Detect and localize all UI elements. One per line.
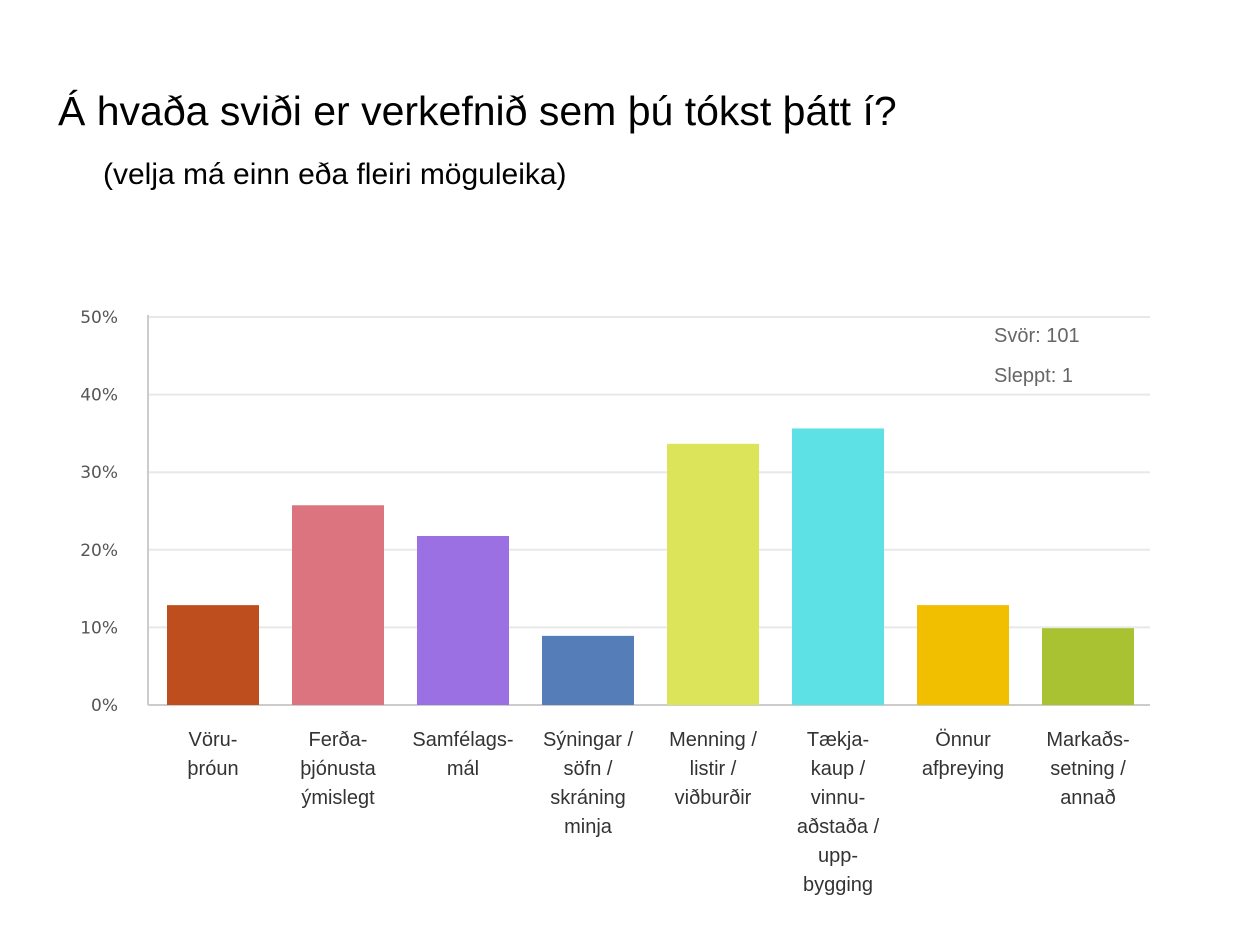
- x-tick-label: setning /: [1050, 758, 1126, 780]
- x-tick-label: Önnur: [935, 729, 991, 751]
- x-tick-label: Vöru-: [189, 729, 238, 751]
- bar: [1042, 628, 1134, 705]
- x-tick-label: minja: [564, 816, 613, 838]
- y-tick-label: 0%: [91, 696, 118, 716]
- x-tick-label: skráning: [550, 787, 626, 809]
- x-tick-label: þjónusta: [300, 758, 376, 780]
- x-tick-label: Markaðs-: [1046, 729, 1129, 751]
- x-tick-label: listir /: [690, 758, 737, 780]
- bar: [542, 635, 634, 705]
- bar: [792, 428, 884, 705]
- x-tick-label: vinnu-: [811, 787, 865, 809]
- bar: [167, 605, 259, 705]
- x-tick-label: kaup /: [811, 758, 866, 780]
- x-tick-label: ýmislegt: [301, 787, 375, 809]
- chart-title: Á hvaða sviði er verkefnið sem þú tókst …: [58, 88, 897, 134]
- x-tick-label: mál: [447, 758, 479, 780]
- responses-count: Svör: 101: [994, 325, 1080, 347]
- x-tick-label: Samfélags-: [412, 729, 513, 751]
- bar: [917, 605, 1009, 705]
- x-tick-label: annað: [1060, 787, 1116, 809]
- skipped-count: Sleppt: 1: [994, 365, 1073, 387]
- x-tick-label: Ferða-: [309, 729, 368, 751]
- x-tick-label: Tækja-: [807, 729, 869, 751]
- bar: [417, 535, 509, 705]
- x-tick-label: upp-: [818, 845, 858, 867]
- bar: [667, 443, 759, 705]
- x-tick-label: afþreying: [922, 758, 1004, 780]
- bar: [292, 505, 384, 705]
- x-tick-label: Sýningar /: [543, 729, 633, 751]
- y-tick-label: 40%: [80, 386, 118, 406]
- y-tick-label: 50%: [80, 308, 118, 328]
- x-tick-label: viðburðir: [675, 787, 752, 809]
- y-tick-label: 10%: [80, 618, 118, 638]
- x-tick-label: þróun: [187, 758, 238, 780]
- y-tick-label: 20%: [80, 541, 118, 561]
- x-tick-label: bygging: [803, 874, 873, 896]
- y-tick-label: 30%: [80, 463, 118, 483]
- x-tick-label: Menning /: [669, 729, 757, 751]
- chart-subtitle: (velja má einn eða fleiri möguleika): [103, 158, 567, 191]
- x-tick-label: söfn /: [564, 758, 613, 780]
- x-tick-label: aðstaða /: [797, 816, 880, 838]
